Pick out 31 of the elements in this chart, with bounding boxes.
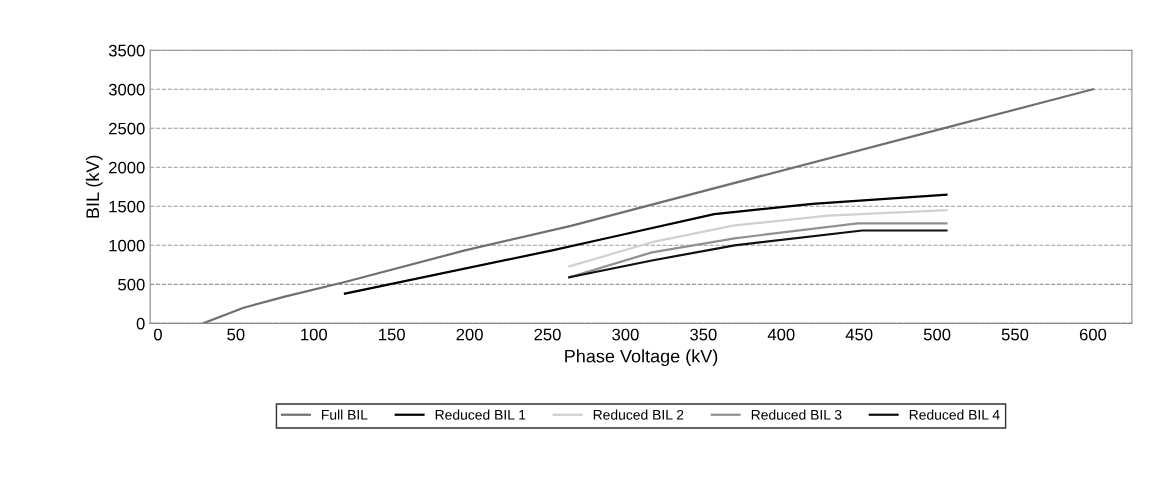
x-tick-label: 0 (153, 328, 162, 341)
y-tick-label: 3000 (108, 83, 145, 96)
legend-label: Reduced BIL 1 (435, 409, 526, 420)
x-tick-label: 300 (612, 328, 639, 341)
x-tick-label: 200 (456, 328, 483, 341)
x-tick-label: 450 (845, 328, 873, 341)
y-tick-label: 2500 (109, 122, 145, 135)
y-tick-label: 1500 (109, 200, 145, 213)
legend-label: Reduced BIL 2 (593, 409, 684, 420)
y-tick-label: 1000 (109, 239, 145, 252)
y-tick-label: 0 (136, 317, 145, 330)
legend-label: Full BIL (322, 409, 368, 420)
y-tick-label: 500 (118, 278, 145, 291)
line-series (202, 88, 1095, 324)
line-series (568, 209, 948, 268)
x-axis-title: Phase Voltage (kV) (565, 349, 718, 367)
x-tick-label: 250 (534, 328, 561, 341)
x-tick-label: 150 (379, 328, 405, 341)
x-tick-label: 50 (227, 328, 245, 341)
legend-label: Reduced BIL 3 (751, 409, 842, 420)
y-axis-title: BIL (kV) (85, 155, 103, 218)
x-tick-label: 500 (923, 328, 951, 341)
x-tick-label: 100 (301, 328, 328, 341)
legend-label: Reduced BIL 4 (909, 409, 1000, 420)
x-tick-label: 600 (1079, 328, 1107, 341)
y-tick-label: 2000 (109, 161, 145, 174)
y-tick-label: 3500 (108, 44, 145, 57)
x-tick-label: 400 (767, 328, 795, 341)
x-tick-label: 550 (1001, 328, 1029, 341)
x-tick-label: 350 (690, 328, 717, 341)
line-series (343, 193, 948, 295)
